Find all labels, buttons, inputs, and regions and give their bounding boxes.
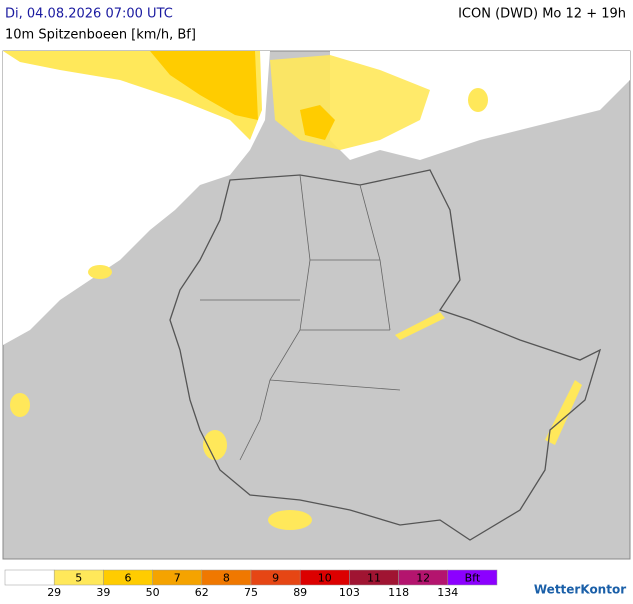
legend-threshold: 89 <box>293 586 307 599</box>
legend-label: 8 <box>223 572 230 585</box>
legend-threshold: 103 <box>339 586 360 599</box>
state-border <box>200 174 401 461</box>
legend-threshold: 50 <box>146 586 160 599</box>
legend-swatch <box>4 569 55 586</box>
wind-area <box>88 265 112 279</box>
country-border <box>169 169 602 541</box>
legend-label: Bft <box>465 572 481 585</box>
wind-area <box>268 510 312 530</box>
legend-label: 7 <box>174 572 181 585</box>
wind-area <box>10 393 30 417</box>
legend-threshold: 29 <box>47 586 61 599</box>
legend-threshold: 134 <box>437 586 458 599</box>
legend-label: 6 <box>125 572 132 585</box>
legend-threshold: 62 <box>195 586 209 599</box>
logo: WetterKontor <box>534 583 626 597</box>
wind-area <box>468 88 488 112</box>
legend-label: 5 <box>75 572 82 585</box>
wind-area <box>545 380 582 445</box>
legend-threshold: 75 <box>244 586 258 599</box>
legend-label: 10 <box>318 572 332 585</box>
legend-label: 12 <box>416 572 430 585</box>
north-sea <box>3 51 270 345</box>
legend-threshold: 118 <box>388 586 409 599</box>
legend-label: 11 <box>367 572 381 585</box>
legend-swatch <box>447 569 498 586</box>
legend-label: 9 <box>272 572 279 585</box>
wind-area <box>395 312 445 340</box>
parameter: 10m Spitzenboeen [km/h, Bf] <box>5 28 196 43</box>
legend-threshold: 39 <box>96 586 110 599</box>
wind-area <box>203 430 227 460</box>
map <box>2 50 631 560</box>
wind-area <box>150 51 258 120</box>
valid-time: Di, 04.08.2026 07:00 UTC <box>5 7 173 22</box>
model-run: ICON (DWD) Mo 12 + 19h <box>458 7 626 22</box>
wind-area <box>300 105 335 140</box>
